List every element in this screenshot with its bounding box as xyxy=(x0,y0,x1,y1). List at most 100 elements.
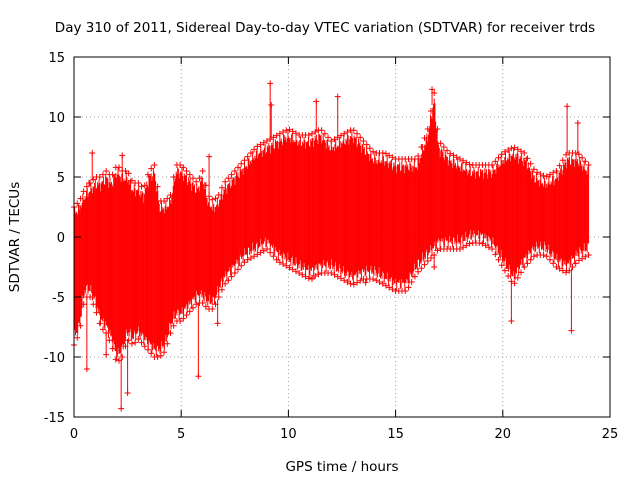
data-point xyxy=(386,284,393,291)
data-point xyxy=(453,154,460,161)
data-point xyxy=(530,166,537,173)
data-point xyxy=(411,156,418,162)
data-point xyxy=(434,126,441,132)
data-point xyxy=(138,183,145,190)
data-point xyxy=(283,127,290,134)
data-point xyxy=(424,126,431,132)
outlier-point xyxy=(119,152,126,159)
data-point xyxy=(530,253,537,260)
data-point xyxy=(241,259,248,266)
data-point xyxy=(408,279,415,285)
outlier-point xyxy=(508,318,515,324)
data-point xyxy=(183,168,190,174)
data-point xyxy=(247,150,254,156)
y-tick-label: 5 xyxy=(57,171,65,186)
data-point xyxy=(498,151,505,158)
data-point xyxy=(74,334,81,341)
data-point xyxy=(238,262,245,269)
data-point xyxy=(492,251,499,258)
data-point xyxy=(263,138,270,144)
data-point xyxy=(402,288,409,294)
data-point xyxy=(511,280,518,287)
data-point xyxy=(575,151,582,158)
data-point xyxy=(296,270,303,276)
data-point xyxy=(540,172,547,179)
data-point xyxy=(202,182,209,189)
data-point xyxy=(315,271,322,278)
data-point xyxy=(585,162,592,168)
data-point xyxy=(222,178,229,185)
outlier-point xyxy=(268,102,275,108)
data-point xyxy=(572,260,579,267)
data-point xyxy=(476,240,483,246)
data-point xyxy=(251,253,258,260)
data-point xyxy=(337,132,344,139)
data-point xyxy=(418,144,425,150)
data-point xyxy=(482,242,489,249)
data-point xyxy=(231,270,238,276)
data-point xyxy=(193,178,200,185)
data-point xyxy=(128,340,135,347)
data-point xyxy=(263,246,270,252)
data-point xyxy=(418,265,425,272)
data-point xyxy=(209,306,216,312)
data-point xyxy=(83,183,90,190)
data-point xyxy=(421,261,428,268)
data-point xyxy=(189,175,196,182)
data-point xyxy=(286,126,293,133)
data-point xyxy=(228,171,235,178)
data-point xyxy=(437,140,444,147)
data-point xyxy=(440,144,447,150)
data-point xyxy=(128,177,135,184)
data-point xyxy=(135,336,142,342)
data-point xyxy=(292,268,299,275)
data-point xyxy=(331,136,338,143)
data-point xyxy=(167,330,174,336)
data-point xyxy=(370,276,377,282)
data-point xyxy=(109,171,116,178)
outlier-point xyxy=(214,320,221,327)
data-point xyxy=(421,135,428,141)
y-tick-label: 15 xyxy=(48,51,65,66)
data-point xyxy=(241,157,248,164)
data-point xyxy=(289,266,296,273)
data-point xyxy=(360,138,367,144)
data-point xyxy=(427,108,434,114)
data-point xyxy=(347,280,354,287)
outlier-point xyxy=(195,373,202,380)
data-point xyxy=(87,294,94,300)
data-point xyxy=(427,255,434,261)
data-point xyxy=(305,132,312,138)
data-point xyxy=(302,273,309,280)
data-point xyxy=(270,253,277,260)
data-point xyxy=(305,275,312,282)
data-point xyxy=(524,260,531,267)
data-point xyxy=(260,139,267,146)
data-point xyxy=(328,270,335,276)
y-tick-label: 0 xyxy=(57,231,65,246)
data-point xyxy=(148,165,155,172)
data-point xyxy=(415,268,422,275)
data-point xyxy=(161,349,168,356)
data-point xyxy=(514,274,521,281)
data-point xyxy=(479,240,486,247)
data-point xyxy=(460,157,467,164)
data-point xyxy=(411,273,418,280)
data-point xyxy=(80,188,87,195)
data-point xyxy=(447,150,454,157)
data-point xyxy=(199,168,206,174)
outlier-point xyxy=(574,120,581,126)
data-point xyxy=(350,127,357,134)
x-tick-label: 10 xyxy=(280,427,297,442)
data-point xyxy=(267,249,274,256)
data-point xyxy=(379,280,386,287)
outlier-point xyxy=(429,86,436,93)
data-point xyxy=(135,180,142,186)
x-tick-label: 15 xyxy=(387,427,404,442)
data-point xyxy=(559,267,566,274)
data-point xyxy=(212,195,219,202)
data-point xyxy=(456,246,463,252)
data-point xyxy=(466,161,473,168)
data-point xyxy=(96,320,103,327)
data-point xyxy=(141,343,148,350)
